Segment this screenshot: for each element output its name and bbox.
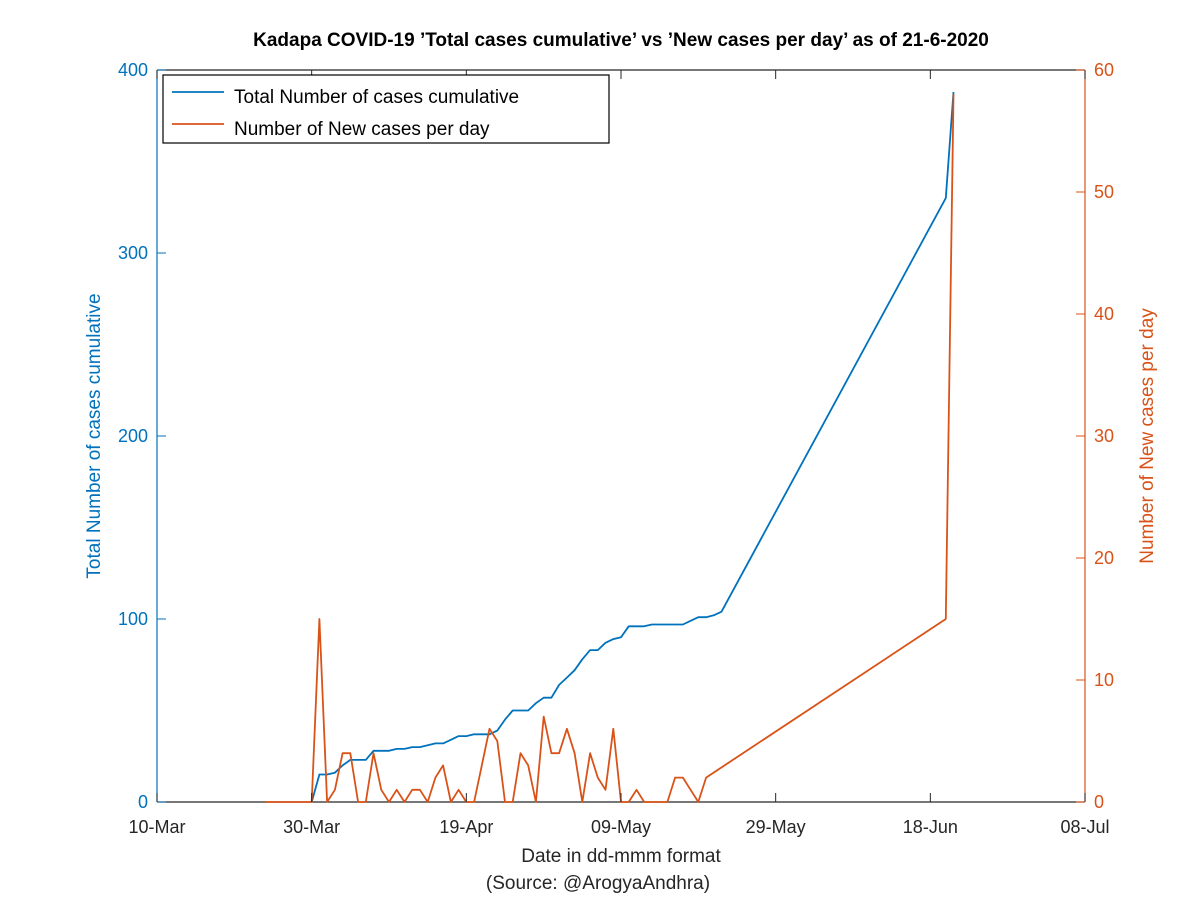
y-right-tick-label: 20 — [1094, 548, 1114, 568]
legend: Total Number of cases cumulative Number … — [162, 74, 610, 144]
x-axis-source-label: (Source: @ArogyaAndhra) — [486, 873, 710, 894]
y-right-tick-label: 40 — [1094, 304, 1114, 324]
y-right-tick-label: 10 — [1094, 670, 1114, 690]
series-line-new-cases — [265, 94, 955, 803]
legend-label-new-cases: Number of New cases per day — [234, 119, 490, 140]
y-right-tick-label: 60 — [1094, 60, 1114, 80]
x-tick-label: 10-Mar — [128, 817, 185, 837]
x-tick-label: 18-Jun — [903, 817, 958, 837]
y-axis-right-label: Number of New cases per day — [1137, 308, 1158, 564]
x-tick-label: 19-Apr — [439, 817, 493, 837]
x-tick-label: 08-Jul — [1060, 817, 1109, 837]
legend-label-cumulative: Total Number of cases cumulative — [234, 87, 519, 108]
x-tick-label: 30-Mar — [283, 817, 340, 837]
y-left-tick-label: 400 — [118, 60, 148, 80]
series-line-cumulative — [310, 91, 955, 803]
y-right-tick-label: 0 — [1094, 792, 1104, 812]
series-layer — [265, 91, 955, 803]
y-left-tick-label: 300 — [118, 243, 148, 263]
y-right-tick-label: 50 — [1094, 182, 1114, 202]
ticks-layer: 10-Mar 30-Mar 19-Apr 09-May 29-May 18-Jun 08-J… — [118, 60, 1114, 837]
y-axis-left-label: Total Number of cases cumulative — [84, 293, 105, 578]
y-left-tick-label: 0 — [138, 792, 148, 812]
legend-box — [162, 74, 610, 144]
x-tick-label: 29-May — [746, 817, 806, 837]
y-left-tick-label: 200 — [118, 426, 148, 446]
x-tick-label: 09-May — [591, 817, 651, 837]
y-left-tick-label: 100 — [118, 609, 148, 629]
chart-title: Kadapa COVID-19 ’Total cases cumulative’… — [253, 30, 989, 51]
y-right-tick-label: 30 — [1094, 426, 1114, 446]
x-axis-label: Date in dd-mmm format — [521, 846, 721, 867]
